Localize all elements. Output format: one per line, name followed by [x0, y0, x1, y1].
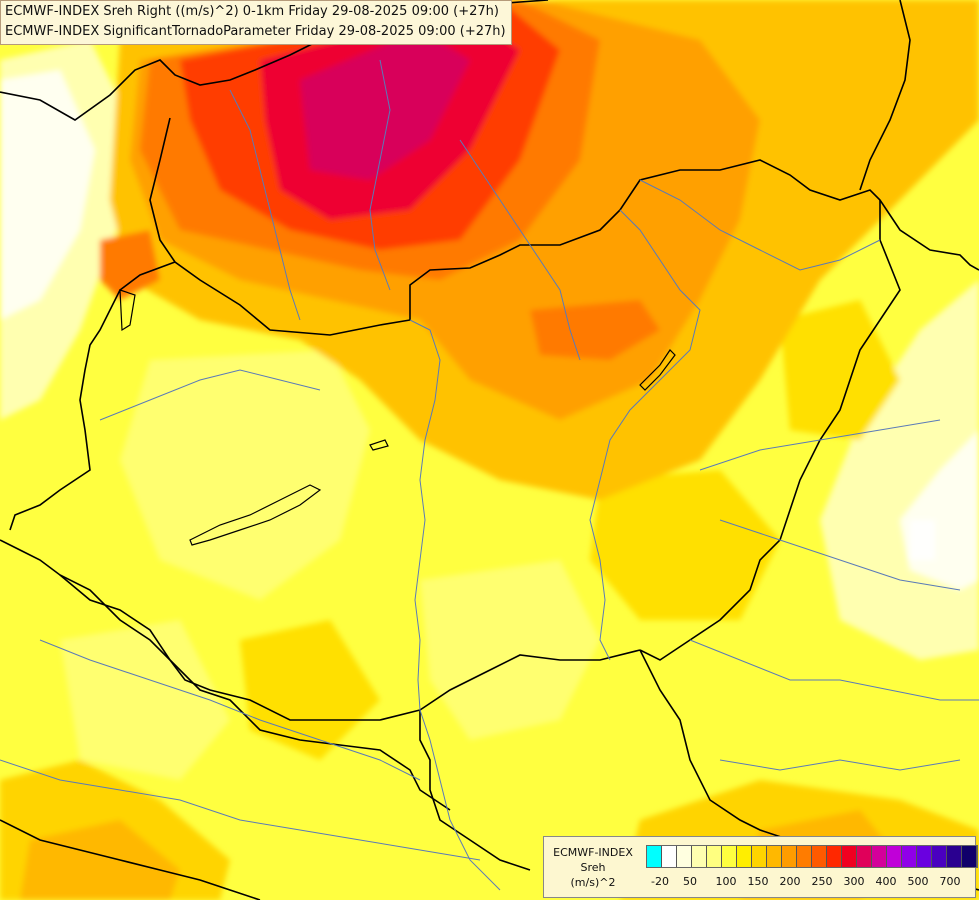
legend-swatch	[752, 846, 767, 867]
border-hungary-romania	[639, 200, 901, 661]
legend-tick-label: 700	[939, 875, 961, 888]
border-slovakia-hungary	[149, 117, 979, 336]
legend-swatch	[827, 846, 842, 867]
river-north1	[229, 89, 301, 321]
legend-swatch	[782, 846, 797, 867]
legend-tick-label: 500	[907, 875, 929, 888]
legend-swatch	[797, 846, 812, 867]
rivers	[0, 59, 979, 891]
contour-light-south	[420, 560, 600, 740]
river-east	[699, 419, 941, 471]
legend-swatch	[932, 846, 947, 867]
legend-title: ECMWF-INDEX Sreh (m/s)^2	[548, 845, 638, 890]
legend-swatch	[692, 846, 707, 867]
legend-tick-label: 250	[811, 875, 833, 888]
legend-swatch	[902, 846, 917, 867]
contour-orange-cell	[530, 300, 660, 360]
river-north3	[459, 139, 581, 361]
river-se	[719, 759, 961, 771]
lake-small3	[119, 289, 136, 332]
river-west	[99, 369, 321, 421]
legend-swatch	[707, 846, 722, 867]
river-north2	[369, 59, 391, 291]
legend-tick-label: 150	[747, 875, 769, 888]
legend-swatch	[887, 846, 902, 867]
border-hungary-serbia	[419, 649, 641, 871]
legend-tick-label: 400	[875, 875, 897, 888]
contour-light-sw	[60, 620, 230, 780]
legend-swatch	[812, 846, 827, 867]
contour-orange-south2	[20, 820, 180, 900]
lake-balaton	[189, 484, 322, 546]
legend-tick-label: 50	[683, 875, 697, 888]
legend-tick-label: 100	[715, 875, 737, 888]
legend-swatch	[857, 846, 872, 867]
border-sw-bottom	[0, 819, 261, 900]
river-mures	[689, 639, 979, 701]
lakes	[119, 289, 676, 546]
legend-swatch	[767, 846, 782, 867]
border-ne	[859, 0, 911, 191]
river-sava	[0, 759, 481, 861]
legend-swatches	[646, 845, 978, 868]
legend-swatch	[662, 846, 677, 867]
legend-ticks: -20 50 100 150 200 250 300 400 500 700	[646, 875, 976, 889]
river-tisza	[589, 209, 701, 661]
map-title: ECMWF-INDEX Sreh Right ((m/s)^2) 0-1km F…	[0, 0, 512, 45]
contour-orange-nw	[100, 230, 160, 300]
legend-swatch	[842, 846, 857, 867]
legend-tick-label: -20	[651, 875, 669, 888]
contour-orange-mid	[590, 470, 780, 620]
river-ne	[639, 179, 881, 271]
legend-swatch	[737, 846, 752, 867]
legend-title-line2: Sreh	[580, 861, 606, 874]
legend-swatch	[947, 846, 962, 867]
legend-title-line1: ECMWF-INDEX	[553, 846, 633, 859]
river-east2	[719, 519, 961, 591]
legend-swatch	[722, 846, 737, 867]
contour-magenta	[300, 30, 470, 180]
contour-light-centre	[120, 350, 370, 600]
legend-swatch	[872, 846, 887, 867]
title-line-1: ECMWF-INDEX Sreh Right ((m/s)^2) 0-1km F…	[5, 4, 499, 19]
river-danube	[409, 319, 501, 891]
title-line-2: ECMWF-INDEX SignificantTornadoParameter …	[5, 24, 506, 39]
lake-small2	[639, 349, 676, 391]
legend-tick-label: 200	[779, 875, 801, 888]
legend-title-line3: (m/s)^2	[570, 876, 616, 889]
legend-swatch	[917, 846, 932, 867]
border-south-sw	[59, 574, 451, 811]
contour-white-west	[0, 70, 95, 320]
legend-swatch	[647, 846, 662, 867]
lake-small1	[369, 439, 389, 451]
legend-swatch	[962, 846, 977, 867]
color-legend: ECMWF-INDEX Sreh (m/s)^2 -20 50 100 150 200 2…	[543, 836, 978, 898]
legend-tick-label: 300	[843, 875, 865, 888]
river-drava	[39, 639, 421, 781]
legend-swatch	[677, 846, 692, 867]
white-patch-east	[910, 520, 935, 560]
